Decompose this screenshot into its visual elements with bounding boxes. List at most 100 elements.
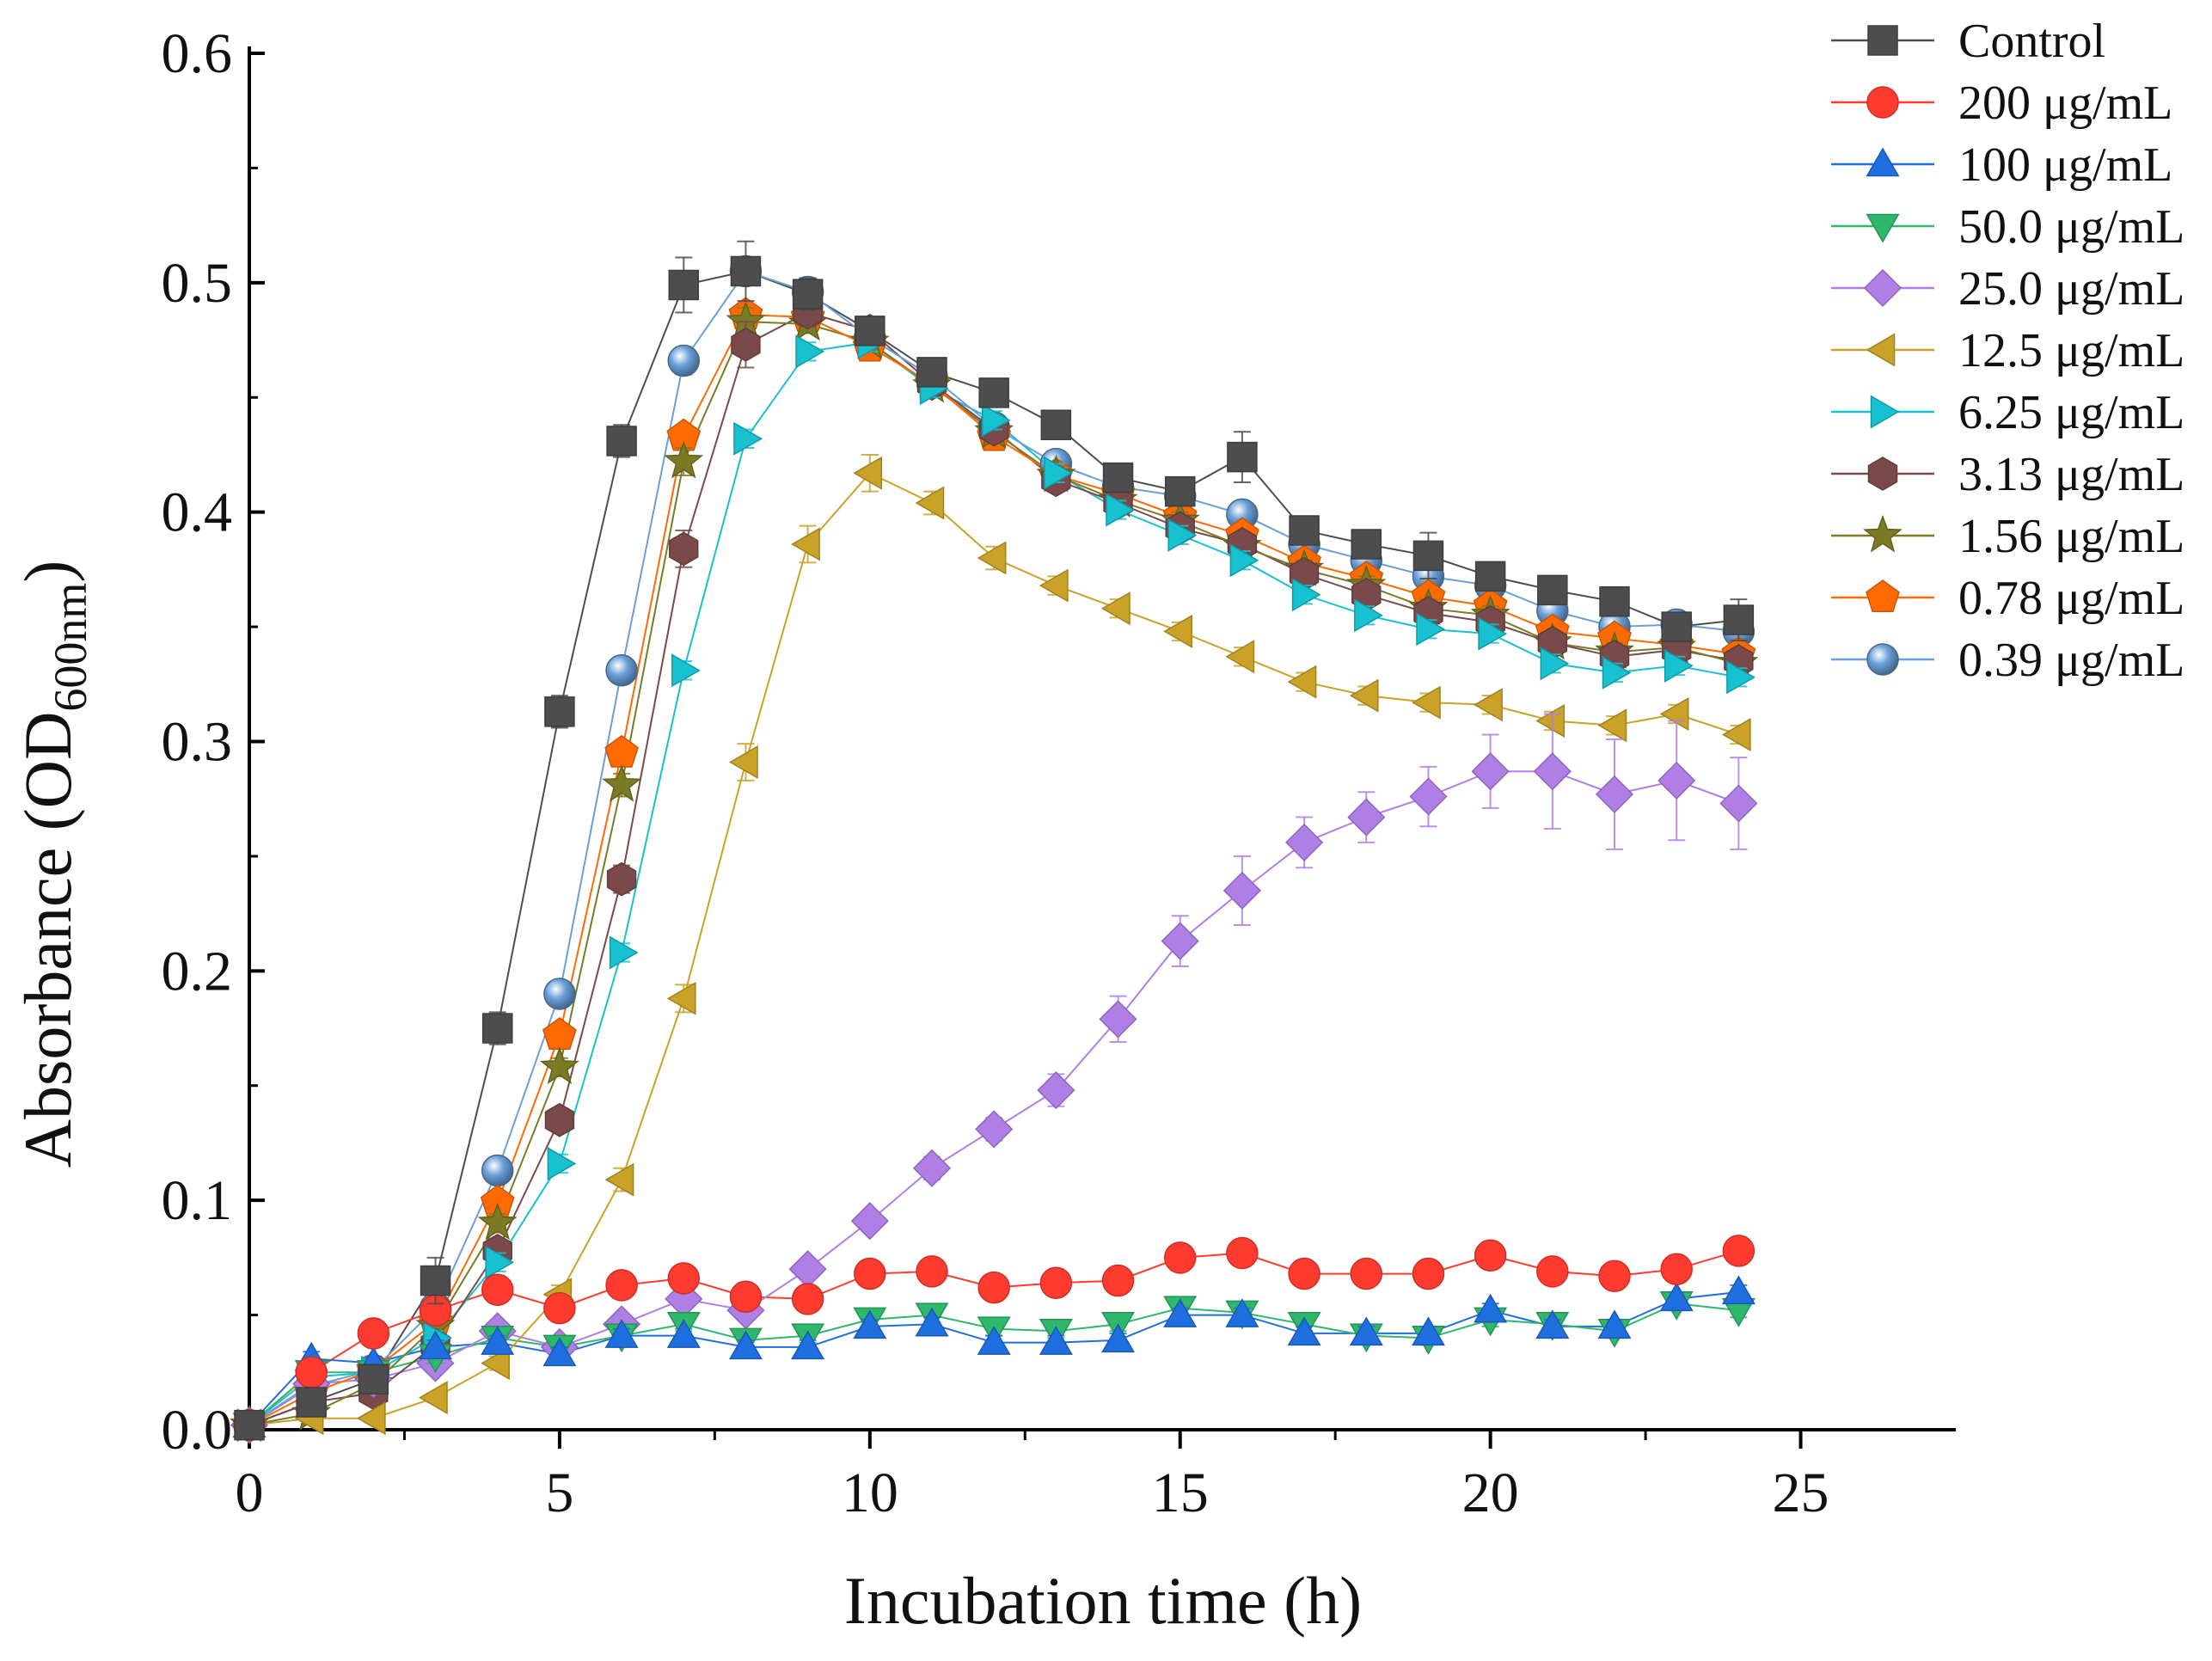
data-point <box>1411 685 1441 720</box>
data-point <box>1226 1236 1259 1270</box>
data-point <box>1471 752 1510 791</box>
legend-item: 3.13 μg/mL <box>1831 448 2184 501</box>
data-point <box>1350 1257 1383 1290</box>
legend-label: 50.0 μg/mL <box>1958 200 2184 254</box>
data-point <box>733 421 763 456</box>
legend-marker <box>1870 395 1900 429</box>
data-point <box>1289 515 1320 546</box>
data-point <box>1537 574 1568 606</box>
data-point <box>604 1319 639 1348</box>
data-point <box>1349 678 1379 713</box>
data-point <box>915 1307 949 1337</box>
x-tick-label: 10 <box>842 1462 898 1524</box>
y-tick-label: 0.0 <box>162 1399 233 1462</box>
data-point <box>606 861 637 897</box>
legend-marker <box>1866 213 1900 243</box>
data-point <box>1101 1264 1135 1297</box>
data-point <box>730 255 762 287</box>
data-point <box>1598 1260 1631 1292</box>
series-line <box>248 321 1739 1426</box>
series-points-group <box>230 301 1759 1443</box>
data-point <box>477 1202 518 1241</box>
data-point <box>1602 656 1632 690</box>
data-point <box>1474 688 1503 722</box>
data-point <box>669 531 699 567</box>
data-point <box>1106 493 1135 527</box>
data-point <box>542 1337 577 1367</box>
legend-label: Control <box>1958 15 2105 68</box>
legend-label: 100 μg/mL <box>1958 138 2172 192</box>
data-point <box>1412 540 1444 572</box>
data-point <box>1659 1282 1694 1312</box>
data-point <box>1167 518 1198 552</box>
legend-item: 200 μg/mL <box>1831 77 2172 130</box>
data-point <box>1409 777 1448 816</box>
data-point <box>481 1154 514 1187</box>
data-point <box>855 316 885 346</box>
data-point <box>1595 775 1634 813</box>
data-point <box>609 935 639 970</box>
legend-item: 50.0 μg/mL <box>1831 200 2184 254</box>
data-point <box>977 541 1007 575</box>
data-point <box>539 1046 579 1084</box>
legend-marker <box>1866 333 1896 367</box>
data-point <box>1412 1257 1445 1290</box>
data-point <box>853 1309 887 1339</box>
y-tick-label: 0.6 <box>162 22 233 85</box>
data-point <box>1721 718 1751 751</box>
data-point <box>1474 561 1506 592</box>
y-axis-label-close: ) <box>10 561 85 583</box>
data-point <box>1225 1298 1259 1327</box>
data-point <box>1349 1316 1383 1346</box>
data-point <box>485 1245 515 1279</box>
series-line-group <box>248 341 1739 1426</box>
data-point <box>1291 578 1321 612</box>
data-point <box>1536 1255 1569 1288</box>
data-point <box>1535 704 1566 738</box>
data-point <box>1726 660 1756 695</box>
data-point <box>547 1147 577 1180</box>
data-point <box>1347 798 1386 837</box>
data-point <box>853 456 883 490</box>
data-point <box>671 653 701 688</box>
data-point <box>791 527 820 561</box>
data-point <box>1597 1309 1632 1339</box>
data-point <box>295 1356 328 1389</box>
data-point <box>1099 1000 1137 1039</box>
legend-marker <box>1866 86 1899 119</box>
data-point <box>606 426 637 457</box>
data-point <box>481 1326 515 1355</box>
series-line <box>248 314 1739 1426</box>
legend-label: 25.0 μg/mL <box>1958 262 2184 316</box>
data-point <box>1351 529 1382 560</box>
data-point <box>1163 1298 1198 1327</box>
data-point <box>916 1255 948 1288</box>
data-point <box>795 334 825 369</box>
data-point <box>1416 612 1446 647</box>
series-line-group <box>248 314 1739 1426</box>
y-tick-label: 0.1 <box>162 1169 233 1232</box>
y-tick-label: 0.5 <box>162 252 233 315</box>
x-tick-label: 25 <box>1773 1462 1829 1524</box>
data-point <box>296 1387 327 1418</box>
legend-label: 200 μg/mL <box>1958 77 2172 130</box>
data-point <box>1163 614 1192 648</box>
series-line <box>248 341 1739 1426</box>
data-point <box>1657 761 1696 800</box>
legend-label: 3.13 μg/mL <box>1958 448 2184 501</box>
data-point <box>850 1202 889 1241</box>
x-tick-label: 5 <box>545 1462 573 1524</box>
data-point <box>1285 823 1324 861</box>
data-point <box>667 344 701 377</box>
series-line-group <box>248 1290 1739 1426</box>
data-point <box>1659 697 1689 731</box>
data-point <box>1102 462 1134 493</box>
legend-label: 1.56 μg/mL <box>1958 510 2184 563</box>
data-point <box>977 1271 1010 1304</box>
legend-item: 0.78 μg/mL <box>1831 572 2184 625</box>
data-point <box>1474 1239 1507 1272</box>
legend: Control 200 μg/mL 100 μg/mL 50.0 μg/mL 25.0 … <box>1831 15 2184 687</box>
data-point <box>1661 611 1692 642</box>
data-point <box>481 1273 514 1306</box>
data-point <box>419 1330 452 1360</box>
